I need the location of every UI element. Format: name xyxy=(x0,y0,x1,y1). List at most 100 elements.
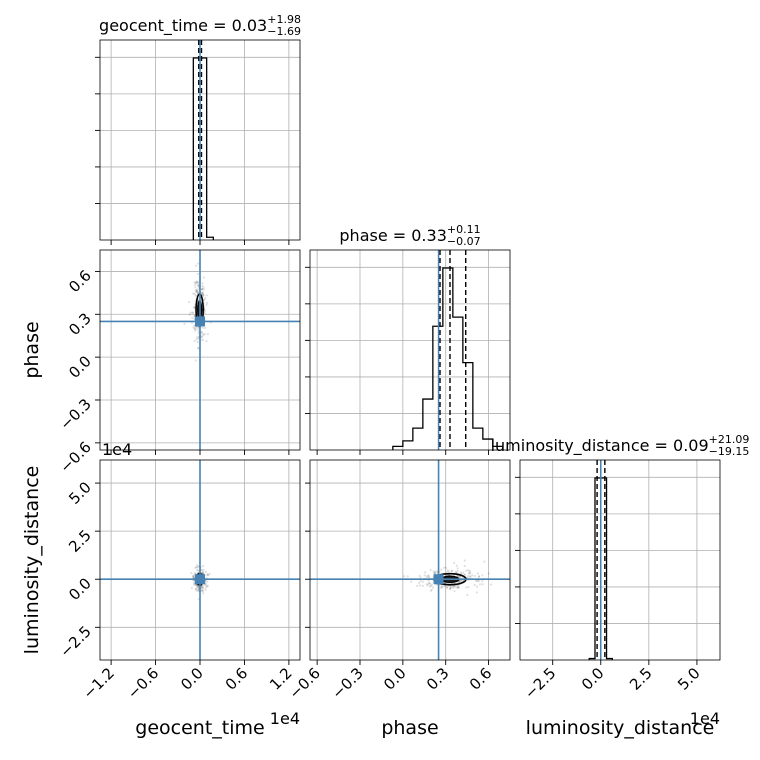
panel-2-1-xtick-label-1: −0.3 xyxy=(328,664,366,702)
panel-2-0-sample xyxy=(194,587,197,590)
panel-2-1-sample xyxy=(429,584,432,587)
panel-2-1-sample xyxy=(466,593,469,597)
panel-1-0-sample xyxy=(200,288,204,291)
panel-2-1-sample xyxy=(469,576,472,579)
panel-2-0-sample xyxy=(190,586,193,589)
panel-1-0-sample xyxy=(196,291,199,294)
panel-2-1-sample xyxy=(456,574,459,578)
panel-1-0-sample xyxy=(196,291,199,295)
panel-2-0-sample xyxy=(207,574,210,577)
panel-2-1-sample xyxy=(429,585,432,588)
panel-2-1-truth xyxy=(310,460,510,660)
xlabel-geocent-time: geocent_time xyxy=(135,717,264,739)
panel-2-1-sample xyxy=(416,584,419,588)
panel-2-1-sample xyxy=(457,575,460,578)
panel-2-1-sample xyxy=(433,571,436,575)
panel-1-0-sample xyxy=(192,306,195,309)
panel-1-0-sample xyxy=(195,290,198,293)
ylabel-phase: phase xyxy=(21,321,43,378)
panel-2-0-sample xyxy=(202,592,205,595)
panel-2-2-xtick-label-3: 5.0 xyxy=(674,664,704,694)
panel-1-0-sample xyxy=(195,281,198,284)
panel-1-0-sample xyxy=(203,308,206,311)
panel-1-0-sample xyxy=(187,301,191,304)
panel-2-1-sample xyxy=(440,568,443,571)
panel-2-0-sample xyxy=(193,582,196,585)
panel-1-0-sample xyxy=(201,326,204,329)
panel-2-0-sample xyxy=(197,590,200,593)
title-geocent-time-main: geocent_time = 0.03 xyxy=(99,16,267,36)
panel-2-1-sample xyxy=(452,585,455,589)
panel-2-1-sample xyxy=(455,564,458,567)
title-phase-main: phase = 0.33 xyxy=(339,226,446,245)
panel-1-0-sample xyxy=(197,346,200,350)
panel-1-0-sample xyxy=(202,334,205,337)
panel-1-0-sample xyxy=(197,262,200,265)
panel-2-0-ytick-label-1: 0.0 xyxy=(65,574,95,604)
panel-2-1-sample xyxy=(449,587,452,590)
panel-1-0-sample xyxy=(193,327,197,331)
title-phase-minus: −0.07 xyxy=(447,235,481,248)
hist-geocent-time xyxy=(192,40,214,240)
panel-2-1-sample xyxy=(467,569,470,572)
panel-2-1-sample xyxy=(421,584,424,588)
panel-2-0-sample xyxy=(206,585,209,588)
panel-2-1-sample xyxy=(427,574,430,577)
panel-2-1-sample xyxy=(425,583,428,586)
panel-2-1-xtick-label-4: 0.6 xyxy=(466,664,496,694)
panel-1-0-sample xyxy=(195,336,198,339)
panel-1-0-sample xyxy=(201,282,204,285)
panel-1-0-samples xyxy=(183,262,212,362)
offset-label-luminosity-distance-y: 1e4 xyxy=(102,440,132,459)
panel-1-0-sample xyxy=(194,281,197,284)
panel-2-0-ytick-label-2: 2.5 xyxy=(65,526,95,556)
panel-2-1-sample xyxy=(450,569,454,572)
panel-2-1-sample xyxy=(455,586,458,590)
panel-2-1-sample xyxy=(434,571,437,574)
panel-2-1-sample xyxy=(490,583,493,586)
offset-label-luminosity-distance-x: 1e4 xyxy=(690,709,720,728)
panel-1-0-sample xyxy=(205,303,208,307)
panel-1-0-truth-marker xyxy=(195,316,205,327)
panel-1-0-sample xyxy=(192,292,195,295)
panel-1-0-sample xyxy=(196,328,199,331)
panel-2-1-sample xyxy=(460,571,463,574)
panel-2-0-sample xyxy=(192,576,195,579)
panel-2-2-xtick-label-1: 0.0 xyxy=(578,664,608,694)
panel-2-0-ytick-label-3: 5.0 xyxy=(65,478,95,508)
title-geocent-time-plus: +1.98 xyxy=(267,13,301,26)
panel-2-0-truth-marker xyxy=(195,574,205,585)
panel-2-0-sample xyxy=(196,585,200,588)
panel-2-1-sample xyxy=(467,575,470,578)
panel-1-0-sample xyxy=(204,326,207,330)
panel-2-1-sample xyxy=(442,566,446,569)
panel-2-1-sample xyxy=(456,569,459,572)
title-geocent-time: geocent_time = 0.03+1.98 −1.69 xyxy=(99,13,301,38)
panel-2-1-sample xyxy=(473,574,476,578)
panel-2-0-sample xyxy=(202,564,205,568)
panel-2-1-sample xyxy=(477,580,480,583)
panel-1-0-sample xyxy=(203,310,206,313)
panel-1-0-sample xyxy=(194,286,197,289)
panel-1-0-sample xyxy=(191,311,194,314)
panel-2-0-sample xyxy=(196,587,199,590)
panel-1-0-sample xyxy=(204,296,207,300)
panel-2-1-sample xyxy=(402,575,406,578)
panel-2-1-sample xyxy=(444,585,447,588)
panel-2-0-sample xyxy=(194,566,197,569)
panel-2-1-sample xyxy=(466,576,469,579)
xlabel-luminosity-distance: luminosity_distance xyxy=(526,717,715,739)
panel-2-1-sample xyxy=(419,584,422,587)
panel-2-1-sample xyxy=(421,580,424,583)
title-luminosity-distance-minus: −19.15 xyxy=(709,445,750,458)
panel-2-1-sample xyxy=(417,581,421,585)
panel-2-1-sample xyxy=(453,590,456,593)
panel-1-0-sample xyxy=(188,313,191,316)
panel-1-0-sample xyxy=(195,264,198,267)
panel-2-1-sample xyxy=(469,575,472,578)
panel-2-2-xtick-label-0: −2.5 xyxy=(521,664,559,702)
panel-1-0-ytick-label-3: 0.3 xyxy=(65,309,95,339)
panel-2-1-sample xyxy=(463,559,466,562)
